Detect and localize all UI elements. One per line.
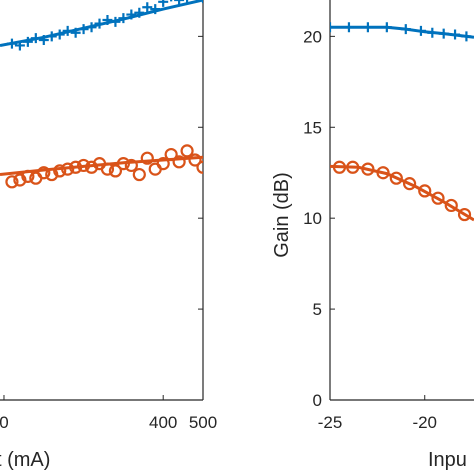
left-chart: 0 400 500 t (mA)	[0, 0, 217, 471]
right-y-tick-label: 0	[313, 391, 322, 410]
right-series-1-point	[361, 162, 375, 176]
right-x-tick-label: -20	[412, 413, 437, 432]
left-series-0-point	[14, 40, 25, 51]
left-series-1-point	[196, 160, 203, 174]
right-series-1-point	[431, 191, 445, 205]
left-series-1-point	[100, 162, 115, 176]
right-ticks: -25 -20 0 5 10 15 20	[303, 27, 437, 432]
left-series-0-point	[70, 27, 81, 38]
right-series-0-point	[415, 25, 426, 36]
left-series-1-point	[5, 175, 19, 189]
right-series-1-point	[332, 160, 347, 174]
right-series-0-point	[381, 22, 392, 33]
right-y-axis-label: Gain (dB)	[271, 172, 293, 258]
right-series-1-fit-line	[330, 164, 474, 222]
left-series-0-point	[62, 25, 73, 36]
left-series-0-point	[118, 13, 129, 24]
left-series-1-point	[21, 169, 35, 183]
left-series-1-point	[188, 153, 202, 167]
right-series-0-point	[438, 28, 449, 39]
left-series-0-point	[110, 16, 121, 27]
right-series-0-point	[400, 24, 411, 35]
left-x-ticks: 0 400 500	[0, 35, 217, 432]
left-series-1-point	[132, 167, 146, 182]
left-series-1-point	[172, 155, 186, 169]
right-plot-area	[330, 22, 474, 222]
left-series-1-point	[76, 158, 91, 173]
left-series-1-point	[124, 158, 138, 173]
left-series-1-point	[140, 151, 154, 165]
left-series-1-point	[37, 166, 51, 180]
right-y-tick-label: 10	[303, 209, 322, 228]
right-series-1-point	[418, 184, 432, 198]
left-series-0-point	[78, 24, 89, 35]
left-series-1-point	[53, 164, 67, 178]
left-series-0-point	[54, 29, 65, 40]
left-series-1-point	[61, 162, 75, 176]
left-series-1-point	[13, 173, 27, 187]
left-plot-area	[0, 0, 203, 189]
right-series-0-point	[343, 22, 354, 33]
right-x-tick-label: -25	[318, 413, 343, 432]
right-y-tick-label: 20	[303, 27, 322, 46]
left-x-tick-label: 0	[0, 413, 9, 432]
right-series-0-point	[450, 29, 461, 40]
right-x-axis-label: Inpu	[428, 449, 467, 471]
left-x-axis-label: t (mA)	[0, 449, 50, 471]
right-chart: -25 -20 0 5 10 15 20 Gain (dB) Inpu	[271, 0, 474, 471]
left-series-1-point	[108, 164, 123, 178]
left-series-0-point	[102, 15, 113, 25]
left-series-0-point	[142, 2, 153, 13]
left-series-0-point	[126, 9, 137, 20]
left-series-0-point	[86, 22, 97, 33]
right-series-0-fit-line	[330, 25, 474, 39]
left-series-0-point	[38, 35, 49, 45]
left-series-1-point	[156, 157, 170, 171]
left-series-0-point	[174, 0, 185, 5]
left-series-0-point	[22, 36, 33, 47]
left-series-0-point	[150, 4, 161, 15]
right-series-1-point	[389, 171, 403, 185]
right-series-0-point	[330, 22, 335, 33]
left-series-1-point	[116, 157, 130, 171]
left-x-tick-label: 400	[149, 413, 177, 432]
left-series-1-point	[164, 147, 178, 162]
right-y-tick-label: 5	[313, 300, 322, 319]
left-series-1-point	[45, 167, 59, 182]
right-series-0-point	[461, 31, 472, 42]
left-series-1-point	[180, 144, 194, 158]
right-series-0-point	[362, 22, 373, 33]
left-series-0-point	[6, 38, 17, 49]
left-series-0-point	[134, 7, 145, 18]
right-series-1-point	[346, 160, 360, 174]
right-series-1-point	[376, 166, 390, 180]
left-series-0-point	[158, 0, 169, 7]
left-series-1-point	[69, 160, 83, 174]
left-series-1-point	[84, 160, 99, 174]
left-x-tick-label: 500	[189, 413, 217, 432]
right-series-1-point	[444, 198, 458, 213]
left-series-0-point	[46, 31, 57, 42]
left-series-0-point	[94, 18, 105, 29]
left-series-0-point	[185, 0, 189, 4]
right-y-tick-label: 15	[303, 118, 322, 137]
right-series-0-point	[427, 27, 438, 38]
left-series-0-point	[30, 33, 41, 44]
right-series-1-point	[402, 177, 417, 191]
right-series-1-point	[457, 207, 472, 222]
